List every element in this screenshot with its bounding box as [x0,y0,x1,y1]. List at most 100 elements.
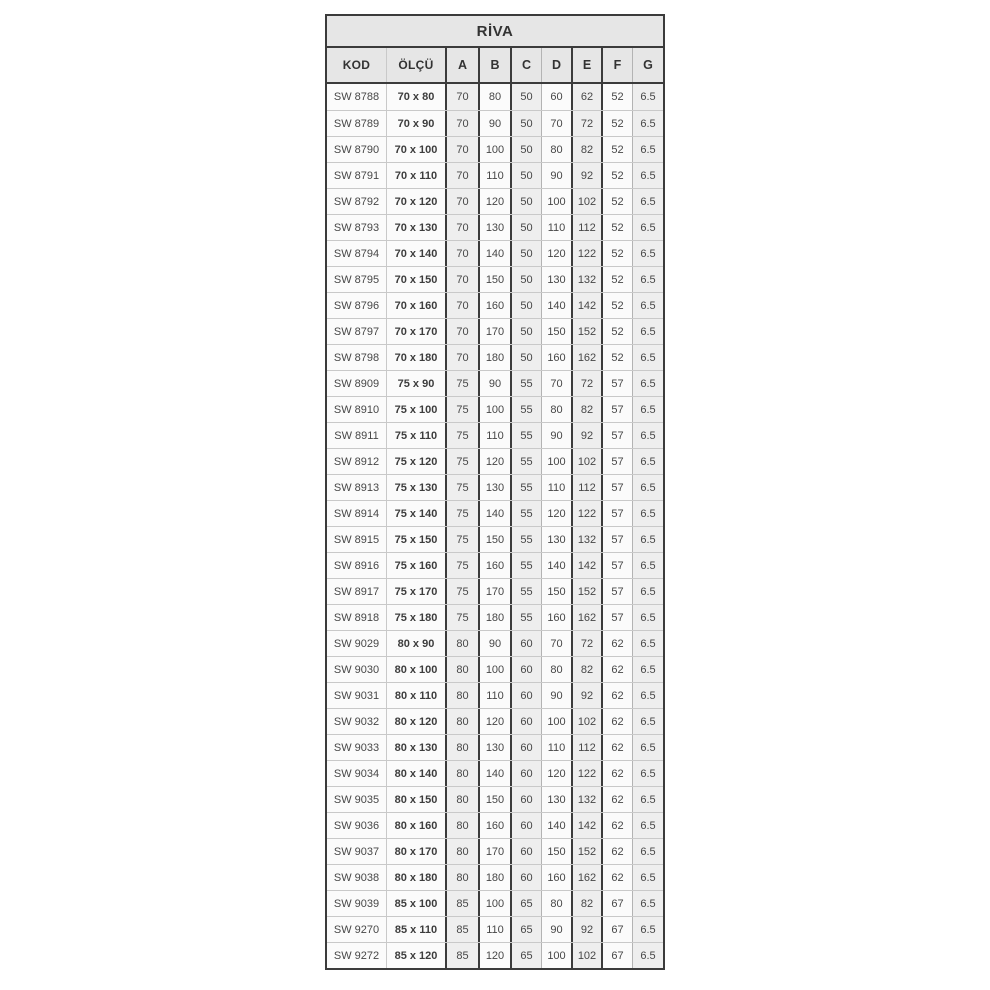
value-a-cell: 75 [447,371,480,396]
olcu-cell: 85 x 100 [387,891,447,916]
value-d-cell: 80 [542,891,573,916]
value-a-cell: 70 [447,163,480,188]
value-g-cell: 6.5 [633,683,663,708]
value-f-cell: 57 [603,527,633,552]
table-row: SW 8917 75 x 170 75 170 55 150 152 57 6.5 [327,578,663,604]
value-g-cell: 6.5 [633,761,663,786]
kod-cell: SW 9029 [327,631,387,656]
olcu-cell: 70 x 170 [387,319,447,344]
value-g-cell: 6.5 [633,709,663,734]
value-b-cell: 120 [480,449,512,474]
table-row: SW 8912 75 x 120 75 120 55 100 102 57 6.5 [327,448,663,474]
value-f-cell: 52 [603,137,633,162]
value-d-cell: 130 [542,787,573,812]
value-e-cell: 122 [573,501,603,526]
table-row: SW 8788 70 x 80 70 80 50 60 62 52 6.5 [327,84,663,110]
table-header-row: KOD ÖLÇÜ A B C D E F G [327,48,663,84]
value-a-cell: 80 [447,839,480,864]
value-f-cell: 52 [603,345,633,370]
value-f-cell: 52 [603,111,633,136]
value-g-cell: 6.5 [633,84,663,110]
table-row: SW 9031 80 x 110 80 110 60 90 92 62 6.5 [327,682,663,708]
value-f-cell: 57 [603,371,633,396]
olcu-cell: 75 x 170 [387,579,447,604]
value-g-cell: 6.5 [633,371,663,396]
value-a-cell: 75 [447,475,480,500]
kod-cell: SW 9039 [327,891,387,916]
olcu-cell: 70 x 180 [387,345,447,370]
value-e-cell: 152 [573,839,603,864]
value-f-cell: 62 [603,709,633,734]
value-b-cell: 130 [480,215,512,240]
table-row: SW 8790 70 x 100 70 100 50 80 82 52 6.5 [327,136,663,162]
value-a-cell: 80 [447,787,480,812]
value-a-cell: 75 [447,423,480,448]
value-b-cell: 140 [480,761,512,786]
olcu-cell: 80 x 100 [387,657,447,682]
table-row: SW 8914 75 x 140 75 140 55 120 122 57 6.5 [327,500,663,526]
value-c-cell: 50 [512,319,542,344]
table-row: SW 9036 80 x 160 80 160 60 140 142 62 6.5 [327,812,663,838]
value-e-cell: 132 [573,787,603,812]
value-b-cell: 150 [480,267,512,292]
table-row: SW 8795 70 x 150 70 150 50 130 132 52 6.5 [327,266,663,292]
olcu-cell: 75 x 120 [387,449,447,474]
table-row: SW 8797 70 x 170 70 170 50 150 152 52 6.5 [327,318,663,344]
value-d-cell: 140 [542,553,573,578]
value-a-cell: 70 [447,111,480,136]
table-row: SW 8798 70 x 180 70 180 50 160 162 52 6.5 [327,344,663,370]
value-g-cell: 6.5 [633,631,663,656]
value-b-cell: 110 [480,423,512,448]
value-f-cell: 52 [603,163,633,188]
table-row: SW 8916 75 x 160 75 160 55 140 142 57 6.5 [327,552,663,578]
table-row: SW 8789 70 x 90 70 90 50 70 72 52 6.5 [327,110,663,136]
value-c-cell: 55 [512,553,542,578]
value-d-cell: 90 [542,163,573,188]
value-e-cell: 112 [573,475,603,500]
kod-cell: SW 9272 [327,943,387,968]
value-a-cell: 85 [447,917,480,942]
value-d-cell: 100 [542,449,573,474]
kod-cell: SW 8794 [327,241,387,266]
value-d-cell: 160 [542,605,573,630]
value-d-cell: 120 [542,761,573,786]
value-c-cell: 60 [512,631,542,656]
riva-spec-table: RİVA KOD ÖLÇÜ A B C D E F G SW 8788 70 x … [325,14,665,970]
value-a-cell: 70 [447,345,480,370]
kod-cell: SW 8914 [327,501,387,526]
value-c-cell: 50 [512,111,542,136]
value-g-cell: 6.5 [633,423,663,448]
value-a-cell: 80 [447,761,480,786]
value-b-cell: 150 [480,527,512,552]
kod-cell: SW 8790 [327,137,387,162]
value-b-cell: 100 [480,137,512,162]
value-c-cell: 55 [512,605,542,630]
value-e-cell: 82 [573,137,603,162]
table-row: SW 8918 75 x 180 75 180 55 160 162 57 6.5 [327,604,663,630]
olcu-cell: 70 x 80 [387,84,447,110]
value-b-cell: 140 [480,241,512,266]
value-e-cell: 142 [573,553,603,578]
value-a-cell: 70 [447,241,480,266]
olcu-cell: 80 x 160 [387,813,447,838]
value-d-cell: 130 [542,527,573,552]
value-d-cell: 150 [542,579,573,604]
value-c-cell: 50 [512,84,542,110]
value-c-cell: 50 [512,137,542,162]
value-b-cell: 110 [480,917,512,942]
value-b-cell: 110 [480,683,512,708]
value-b-cell: 170 [480,839,512,864]
column-header-g: G [633,48,663,82]
kod-cell: SW 8789 [327,111,387,136]
value-f-cell: 52 [603,267,633,292]
value-d-cell: 90 [542,683,573,708]
value-g-cell: 6.5 [633,137,663,162]
value-e-cell: 132 [573,527,603,552]
value-d-cell: 110 [542,735,573,760]
table-row: SW 8913 75 x 130 75 130 55 110 112 57 6.5 [327,474,663,500]
table-row: SW 9272 85 x 120 85 120 65 100 102 67 6.5 [327,942,663,968]
olcu-cell: 70 x 120 [387,189,447,214]
value-a-cell: 70 [447,293,480,318]
value-g-cell: 6.5 [633,163,663,188]
kod-cell: SW 8911 [327,423,387,448]
